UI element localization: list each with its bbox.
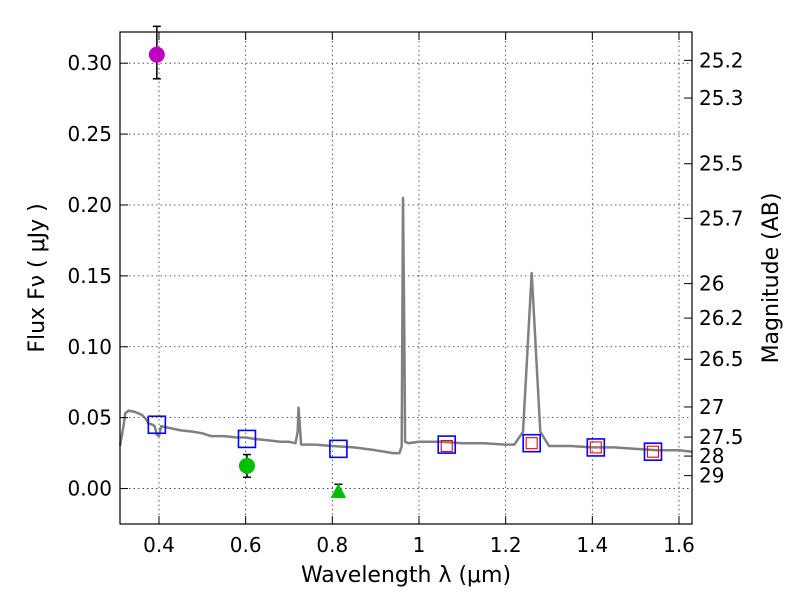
- y2-tick-label: 26.2: [699, 306, 744, 330]
- detection-circle: [238, 457, 255, 474]
- x-tick-label: 1.4: [576, 533, 608, 557]
- y2-tick-label: 27: [699, 395, 724, 419]
- y2-tick-label: 26.5: [699, 347, 744, 371]
- y2-tick-label: 27.5: [699, 425, 744, 449]
- x-tick-label: 1: [413, 533, 426, 557]
- x-tick-label: 0.4: [143, 533, 175, 557]
- model-photometry-square: [329, 439, 348, 459]
- x-tick-label: 1.2: [490, 533, 522, 557]
- plot-frame: [119, 31, 693, 525]
- detection-square: [525, 437, 538, 450]
- model-photometry-square: [586, 438, 606, 457]
- y2-tick-label: 26: [699, 272, 724, 296]
- y2-tick-label: 25.7: [699, 206, 744, 230]
- x-tick-label: 0.6: [230, 533, 262, 557]
- y2-tick-label: 25.3: [699, 86, 744, 110]
- model-photometry-square: [643, 442, 663, 461]
- model-photometry-square: [147, 415, 167, 435]
- y-tick-labels: 0.00 0.05 0.10 0.15 0.20 0.25 0.30: [67, 51, 112, 500]
- detection-circle: [148, 46, 165, 63]
- y2-tick-label: 28: [699, 444, 724, 468]
- marker-layer: [147, 25, 663, 498]
- x-tick-label: 1.6: [663, 533, 695, 557]
- tick-marks: [120, 32, 692, 524]
- y-axis-title: Flux Fν ( μJy ): [25, 203, 50, 352]
- x-tick-label: 0.8: [316, 533, 348, 557]
- y-tick-label: 0.25: [67, 122, 112, 146]
- x-tick-labels: 0.4 0.6 0.8 1 1.2 1.4 1.6: [143, 533, 695, 557]
- x-axis-title: Wavelength λ (μm): [301, 563, 511, 588]
- y-tick-label: 0.00: [67, 477, 112, 501]
- y-tick-label: 0.30: [67, 51, 112, 75]
- grid-lines: [120, 32, 692, 524]
- spectrum-layer: [118, 196, 693, 455]
- detection-square: [440, 439, 453, 453]
- y2-tick-label: 29: [699, 464, 724, 488]
- detection-square: [589, 441, 602, 454]
- model-photometry-square: [237, 429, 257, 449]
- y-tick-label: 0.10: [67, 335, 112, 359]
- detection-triangle: [330, 483, 347, 498]
- y-tick-label: 0.15: [67, 264, 112, 288]
- spectrum-line: [118, 196, 693, 455]
- y2-axis-title: Magnitude (AB): [759, 193, 784, 364]
- model-photometry-square: [437, 435, 457, 454]
- model-photometry-square: [522, 433, 541, 453]
- y-tick-label: 0.20: [67, 193, 112, 217]
- y2-tick-label: 25.2: [699, 48, 744, 72]
- y-tick-label: 0.05: [67, 406, 112, 430]
- detection-square: [646, 445, 660, 458]
- y2-tick-label: 25.5: [699, 152, 744, 176]
